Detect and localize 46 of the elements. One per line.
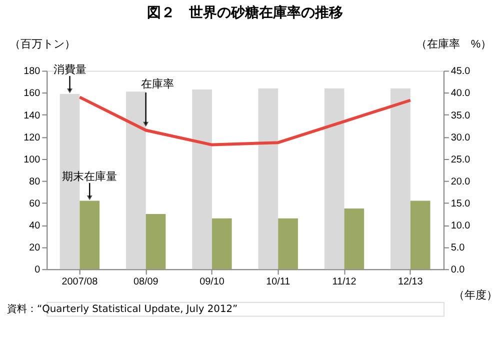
y2-axis-title: （在庫率 %）: [416, 37, 492, 50]
y2-tick-label: 25.0: [450, 154, 471, 166]
y2-tick-label: 10.0: [450, 220, 471, 232]
y-tick-label: 140: [24, 110, 41, 122]
text: 在庫率: [141, 78, 174, 91]
x-axis-title: （年度）: [454, 288, 498, 302]
y2-tick-label: 35.0: [450, 110, 471, 122]
bar: [258, 88, 278, 270]
chart-title: 図２ 世界の砂糖在庫率の推移: [147, 4, 344, 22]
bar: [146, 214, 166, 270]
bar: [80, 200, 100, 270]
bar: [344, 208, 364, 270]
y2-tick-label: 15.0: [450, 198, 471, 210]
bar: [212, 218, 232, 270]
bar: [390, 88, 410, 270]
bar: [192, 89, 212, 270]
y-tick-label: 80: [29, 176, 41, 188]
y-tick-label: 160: [24, 88, 41, 100]
x-tick-label: 08/09: [133, 276, 159, 288]
y2-tick-label: 45.0: [450, 66, 471, 78]
x-tick-label: 09/10: [200, 276, 225, 288]
y-tick-label: 0: [34, 264, 41, 276]
x-tick-label: 2007/08: [62, 276, 98, 288]
bar: [324, 88, 344, 270]
bar: [126, 92, 146, 270]
y2-tick-label: 0.0: [450, 264, 466, 276]
text: 資料：“Quarterly Statistical Update, July 2012”: [6, 302, 238, 315]
y-axis-title: （百万トン）: [9, 38, 76, 50]
y-tick-label: 60: [29, 198, 41, 210]
y-tick-label: 180: [24, 66, 41, 78]
bar: [278, 218, 298, 270]
y2-tick-label: 40.0: [450, 88, 471, 100]
text: 期末在庫量: [62, 170, 118, 183]
y2-tick-label: 20.0: [450, 176, 471, 188]
x-tick-label: 10/11: [266, 276, 291, 288]
series-label: 消費量: [53, 63, 86, 76]
y2-tick-label: 5.0: [450, 242, 466, 254]
x-tick-label: 12/13: [398, 276, 424, 288]
line-series: [78, 96, 412, 146]
y-tick-label: 100: [24, 154, 41, 166]
y-tick-label: 40: [29, 220, 41, 232]
y2-tick-label: 30.0: [450, 132, 471, 144]
y-tick-label: 120: [24, 132, 41, 144]
x-tick-label: 11/12: [332, 276, 357, 288]
bar: [410, 200, 430, 270]
y-tick-label: 20: [29, 242, 41, 254]
